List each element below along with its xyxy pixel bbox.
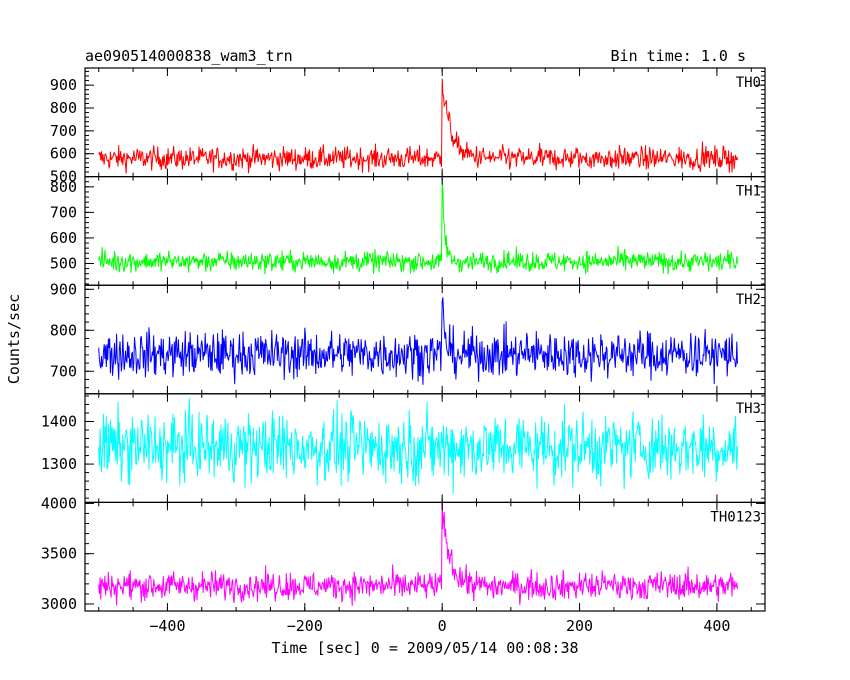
x-tick-label: −200	[287, 617, 323, 635]
y-tick-label: 700	[50, 203, 77, 221]
x-axis-title: Time [sec] 0 = 2009/05/14 00:08:38	[271, 639, 578, 657]
bin-time-label: Bin time: 1.0 s	[611, 47, 746, 65]
y-tick-label: 3500	[41, 545, 77, 563]
series-line-th0123	[98, 502, 738, 607]
y-tick-label: 900	[50, 280, 77, 298]
x-tick-label: 0	[438, 617, 447, 635]
y-tick-label: 700	[50, 122, 77, 140]
series-line-th3	[98, 398, 738, 494]
panel-frame	[84, 284, 766, 395]
y-tick-label: 4000	[41, 494, 77, 512]
series-line-th1	[98, 180, 738, 275]
y-tick-label: 800	[50, 321, 77, 339]
y-tick-label: 700	[50, 362, 77, 380]
y-tick-label: 600	[50, 229, 77, 247]
x-tick-label: 400	[703, 617, 730, 635]
panel-label-th2: TH2	[736, 292, 761, 308]
y-tick-label: 600	[50, 145, 77, 163]
panel-label-th3: TH3	[736, 401, 761, 417]
y-tick-label: 3000	[41, 595, 77, 613]
series-line-th0	[98, 78, 738, 174]
panel-label-th0: TH0	[736, 75, 761, 91]
x-tick-label: −400	[149, 617, 185, 635]
y-tick-label: 900	[50, 76, 77, 94]
y-tick-label: 800	[50, 178, 77, 196]
y-tick-label: 1400	[41, 412, 77, 430]
y-tick-label: 800	[50, 99, 77, 117]
series-line-th2	[98, 297, 738, 385]
panel-stack: 500 600 700 800 900 TH0 500 600 700 800 TH1 700 800 9…	[41, 67, 766, 635]
x-tick-label: 200	[566, 617, 593, 635]
panel-label-th0123: TH0123	[710, 509, 761, 525]
panel-label-th1: TH1	[736, 184, 761, 200]
y-tick-label: 500	[50, 254, 77, 272]
y-tick-label: 500	[50, 168, 77, 186]
panel-frame	[84, 501, 766, 612]
y-tick-label: 1300	[41, 455, 77, 473]
y-axis-title: Counts/sec	[5, 294, 23, 384]
chart-title: ae090514000838_wam3_trn	[85, 47, 293, 65]
